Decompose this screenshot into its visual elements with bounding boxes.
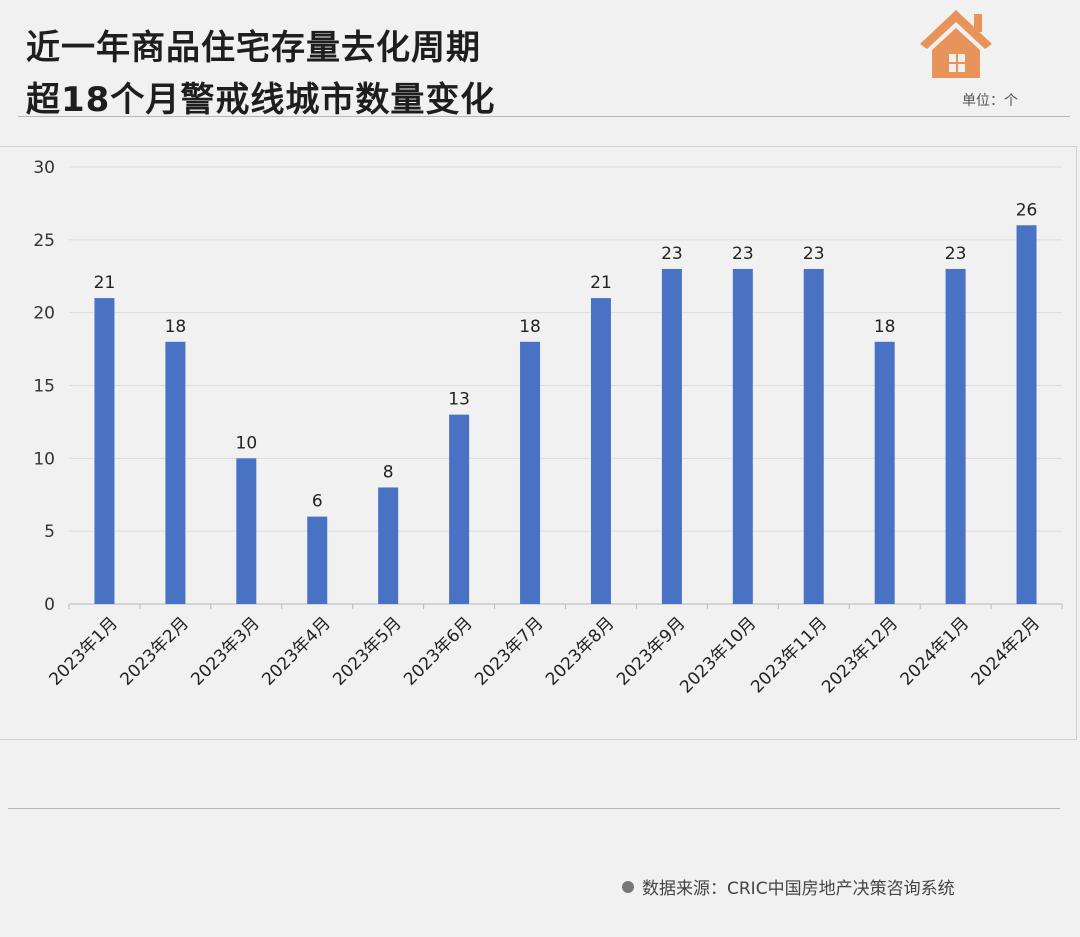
x-tick-label: 2023年9月 (613, 613, 689, 689)
bar-chart: 0 5 10 15 20 25 30 21 2023年1月 18 2023年2月 10 2023年3月 6… (33, 158, 1063, 697)
bar (590, 298, 611, 604)
source-note: 数据来源：CRIC中国房地产决策咨询系统 (622, 874, 955, 899)
data-label: 10 (236, 433, 258, 453)
x-tick-label: 2023年5月 (329, 613, 405, 689)
data-label: 18 (874, 317, 896, 337)
data-label: 23 (732, 244, 754, 264)
data-label: 21 (94, 273, 116, 293)
bar (378, 487, 399, 604)
bar (165, 341, 186, 604)
title-line-1: 近一年商品住宅存量去化周期 (26, 28, 481, 68)
footer-divider (8, 808, 1060, 809)
y-tick-label: 20 (33, 304, 55, 324)
data-label: 23 (945, 244, 967, 264)
x-tick-label: 2023年7月 (471, 613, 547, 689)
header-divider (18, 116, 1070, 117)
house-icon (920, 10, 992, 78)
chart-title: 近一年商品住宅存量去化周期 超18个月警戒线城市数量变化 (26, 22, 495, 126)
data-label: 23 (803, 244, 825, 264)
y-tick-label: 5 (44, 522, 55, 542)
data-label: 23 (661, 244, 683, 264)
x-tick-label: 2024年1月 (897, 613, 973, 689)
bullet-icon (622, 881, 634, 893)
x-tick-label: 2023年6月 (400, 613, 476, 689)
data-label: 21 (590, 273, 612, 293)
x-tick-label: 2023年1月 (46, 613, 122, 689)
title-line-2: 超18个月警戒线城市数量变化 (26, 80, 496, 120)
data-label: 8 (383, 462, 394, 482)
bar (732, 268, 753, 604)
bar (661, 268, 682, 604)
data-label: 26 (1016, 200, 1038, 220)
bar (803, 268, 824, 604)
bar (945, 268, 966, 604)
bar (307, 516, 328, 604)
y-tick-label: 25 (33, 231, 55, 251)
x-tick-label: 2023年4月 (258, 613, 334, 689)
bar (449, 414, 470, 604)
bar (1016, 225, 1037, 604)
x-tick-label: 2024年2月 (968, 613, 1044, 689)
source-text: 数据来源：CRIC中国房地产决策咨询系统 (642, 879, 955, 899)
data-label: 18 (519, 317, 541, 337)
y-tick-label: 15 (33, 377, 55, 397)
x-tick-label: 2023年8月 (542, 613, 618, 689)
bar (520, 341, 541, 604)
bar (94, 298, 115, 604)
x-tick-label: 2023年2月 (116, 613, 192, 689)
data-label: 18 (165, 317, 187, 337)
bar (874, 341, 895, 604)
unit-label: 单位：个 (962, 93, 1018, 109)
y-tick-label: 30 (33, 158, 55, 178)
data-label: 6 (312, 492, 323, 512)
y-tick-label: 10 (33, 449, 55, 469)
x-tick-label: 2023年12月 (818, 613, 902, 697)
y-tick-label: 0 (44, 595, 55, 615)
x-tick-label: 2023年3月 (187, 613, 263, 689)
bar (236, 458, 257, 604)
data-label: 13 (448, 390, 470, 410)
